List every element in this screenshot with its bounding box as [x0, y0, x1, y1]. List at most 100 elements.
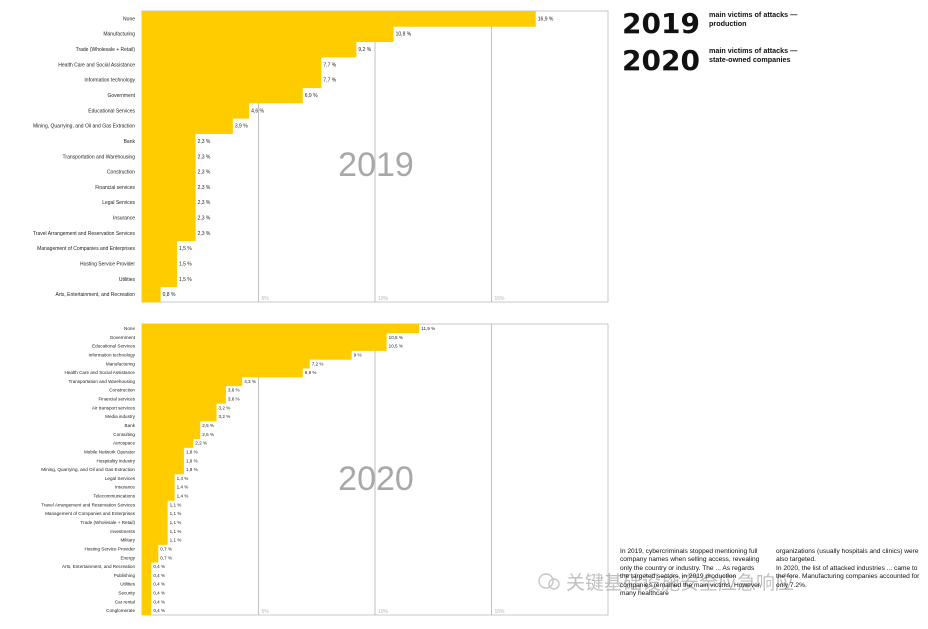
bar: [142, 118, 233, 134]
value-label: 7,7 %: [323, 62, 336, 68]
category-label: Military: [120, 538, 135, 543]
category-label: Educational Services: [88, 108, 135, 114]
category-label: Utilities: [119, 277, 136, 283]
category-label: Government: [107, 93, 135, 99]
legend-year-2019: 2019: [622, 7, 700, 40]
legend-text-line: main victims of attacks —: [709, 46, 798, 55]
value-label: 3,9 %: [235, 124, 248, 130]
category-label: Insurance: [113, 216, 135, 222]
side-text-col2: organizations (usually hospitals and cli…: [776, 548, 920, 589]
value-label: 0,4 %: [153, 582, 165, 587]
category-label: None: [124, 326, 135, 331]
value-label: 3,2 %: [219, 405, 231, 410]
bar: [142, 509, 168, 519]
category-label: Air transport services: [92, 405, 136, 410]
category-label: Consulting: [113, 432, 135, 437]
value-label: 2,3 %: [198, 139, 211, 145]
value-label: 1,1 %: [170, 502, 182, 507]
category-label: Mining, Quarrying, and Oil and Gas Extra…: [41, 467, 135, 472]
category-label: Travel Arrangement and Reservation Servi…: [41, 502, 135, 507]
tick-label: 5%: [262, 609, 270, 615]
side-text: In 2019, cybercriminals stopped mentioni…: [620, 548, 920, 618]
bar: [142, 368, 303, 378]
side-text-col1: In 2019, cybercriminals stopped mentioni…: [620, 548, 762, 598]
category-label: Construction: [109, 388, 135, 393]
bar: [142, 332, 387, 343]
value-label: 6,9 %: [305, 93, 318, 99]
value-label: 1,4 %: [177, 476, 189, 481]
tick-label: 10%: [378, 296, 389, 302]
bar: [142, 385, 226, 395]
category-label: Legal Services: [105, 476, 136, 481]
bar: [142, 403, 217, 413]
bar: [142, 438, 194, 448]
category-label: Bank: [125, 423, 136, 428]
category-label: Mining, Quarrying, and Oil and Gas Extra…: [33, 124, 135, 130]
bar: [142, 271, 177, 288]
bar: [142, 359, 310, 369]
value-label: 2,3 %: [198, 185, 211, 191]
bar: [142, 87, 303, 104]
bar: [142, 240, 177, 257]
category-label: Arts, Entertainment, and Recreation: [56, 292, 136, 298]
value-label: 11,9 %: [421, 326, 435, 331]
value-label: 1,1 %: [170, 520, 182, 525]
legend-year-2020: 2020: [622, 44, 700, 77]
category-label: Health Care and Social Assistance: [58, 62, 135, 68]
bar: [142, 606, 152, 616]
category-label: Aerospace: [113, 441, 135, 446]
category-label: Energy: [120, 555, 135, 560]
value-label: 1,5 %: [179, 261, 192, 267]
bar: [142, 26, 394, 43]
category-label: Bank: [124, 139, 136, 145]
bar: [142, 535, 168, 545]
category-label: Information technology: [84, 78, 135, 84]
value-label: 1,1 %: [170, 511, 182, 516]
value-label: 2,3 %: [198, 200, 211, 206]
tick-label: 15%: [495, 609, 506, 615]
tick-label: 10%: [378, 609, 389, 615]
bar: [142, 225, 196, 242]
bar: [142, 465, 184, 475]
bar: [142, 491, 175, 501]
value-label: 1,5 %: [179, 277, 192, 283]
bar: [142, 11, 536, 27]
value-label: 1,5 %: [179, 246, 192, 252]
bar: [142, 133, 196, 150]
legend-text-2020: main victims of attacks — state-owned com…: [709, 46, 798, 64]
value-label: 0,4 %: [153, 573, 165, 578]
category-label: Transportation and Warehousing: [63, 154, 136, 160]
bar: [142, 148, 196, 165]
year-legend: 2019 main victims of attacks — production…: [622, 7, 798, 77]
category-label: Trade (Wholesale + Retail): [76, 47, 136, 53]
value-label: 0,7 %: [160, 546, 172, 551]
category-label: Legal Services: [102, 200, 135, 206]
legend-text-line: state-owned companies: [709, 55, 790, 64]
value-label: 1,4 %: [177, 485, 189, 490]
value-label: 2,5 %: [202, 432, 214, 437]
value-label: 0,7 %: [160, 555, 172, 560]
tick-label: 5%: [262, 296, 270, 302]
bar: [142, 456, 184, 466]
chart-2019: 5% 10% 15% 2019 16,9 % None 10,8 % Manufacturin…: [33, 10, 609, 303]
value-label: 3,6 %: [228, 397, 240, 402]
chart-2020: 5% 10% 15% 2020 11,9 % None 10,5 % Government 10…: [41, 323, 609, 616]
value-label: 9,2 %: [358, 47, 371, 53]
category-label: Government: [110, 335, 136, 340]
value-label: 1,4 %: [177, 494, 189, 499]
value-label: 4,6 %: [251, 108, 264, 114]
value-label: 0,4 %: [153, 564, 165, 569]
bar: [142, 41, 357, 58]
legend-text-line: production: [709, 19, 747, 28]
category-label: Hosting Service Provider: [84, 546, 135, 551]
value-label: 2,3 %: [198, 154, 211, 160]
category-label: Publishing: [114, 573, 136, 578]
bar: [142, 518, 168, 528]
bar: [142, 421, 201, 431]
bar: [142, 482, 175, 492]
value-label: 1,8 %: [186, 467, 198, 472]
bar: [142, 376, 243, 387]
bar: [142, 447, 184, 457]
value-label: 10,5 %: [389, 344, 403, 349]
value-label: 1,1 %: [170, 538, 182, 543]
